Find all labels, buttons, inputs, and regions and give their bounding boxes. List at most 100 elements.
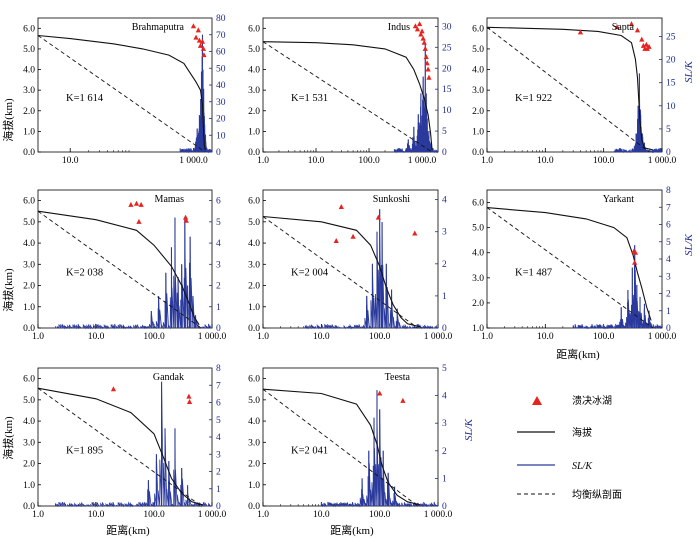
- slk-series: [179, 34, 212, 154]
- elevation-profile: [486, 26, 654, 151]
- glof-lake-marker: [639, 36, 645, 42]
- y2-tick-label: 3: [216, 260, 221, 270]
- y2-tick-label: 0: [216, 324, 221, 334]
- y2-tick-label: 1: [666, 307, 671, 317]
- y2-tick-label: 1: [216, 485, 221, 495]
- y-tick-label: 4.0: [23, 239, 35, 249]
- y2-tick-label: 3: [442, 419, 447, 429]
- glof-lake-marker: [186, 398, 193, 404]
- y-tick-label: 3.0: [248, 260, 260, 270]
- k-value: K=1 531: [291, 93, 328, 104]
- x-tick-label: 100.0: [593, 332, 615, 342]
- y2-tick-label: 25: [666, 32, 676, 42]
- elevation-profile: [37, 34, 206, 150]
- y2-tick-label: 4: [442, 196, 447, 206]
- k-value: K=1 487: [515, 268, 552, 279]
- panel-yarkant: 1.0 2.0 3.0 4.0 5.0 6.0 0 1 2 3 4 5 6 7 8 1.0 10.0 100.0 1…: [472, 186, 676, 342]
- x-tick-label: 1.0: [257, 510, 269, 520]
- k-value: K=1 922: [515, 93, 552, 104]
- y2-tick-label: 3: [216, 450, 221, 460]
- y-axis-label-middle: 海拔(km): [1, 268, 15, 312]
- y-tick-label: 0.0: [23, 148, 35, 158]
- x-tick-label: 1.0: [257, 332, 269, 342]
- glof-lake-marker: [138, 201, 144, 207]
- y-tick-label: 4.0: [472, 249, 484, 259]
- glof-lake-marker: [424, 60, 430, 66]
- y-tick-label: 4.0: [248, 417, 260, 427]
- y-tick-label: 6.0: [23, 197, 35, 207]
- elevation-profile: [262, 388, 421, 506]
- y-axis-label-bottom: 海拔(km): [1, 416, 15, 460]
- y2-tick-label: 5: [216, 218, 221, 228]
- k-value: K=2 038: [66, 268, 103, 279]
- x-tick-label: 100.0: [369, 510, 391, 520]
- elevation-profile: [37, 387, 204, 506]
- glof-lake-marker: [643, 41, 649, 47]
- y2-tick-label: 2: [216, 468, 221, 478]
- y2-tick-label: 3: [442, 228, 447, 238]
- y2-tick-label: 1: [442, 474, 447, 484]
- y-tick-label: 6.0: [472, 24, 484, 34]
- x-axis-label-gandak: 距离(km): [106, 523, 150, 537]
- x-tick-label: 100.0: [369, 332, 391, 342]
- glof-lake-marker: [195, 27, 201, 33]
- y-tick-label: 6.0: [248, 375, 260, 385]
- glof-lake-marker: [417, 21, 423, 27]
- y2-tick-label: 0: [666, 148, 671, 158]
- y-tick-label: 1.0: [472, 324, 484, 334]
- y2-tick-label: 70: [216, 31, 226, 41]
- y2-tick-label: 3: [666, 272, 671, 282]
- y2-tick-label: 25: [442, 43, 452, 53]
- glof-lake-marker: [614, 24, 620, 30]
- glof-lake-marker: [183, 217, 189, 223]
- y-tick-label: 0.0: [248, 148, 260, 158]
- y-tick-label: 4.0: [248, 239, 260, 249]
- equilibrium-profile: [262, 41, 433, 153]
- glof-lake-marker: [196, 37, 203, 43]
- y2-tick-label: 30: [216, 98, 226, 108]
- glof-lake-marker: [136, 218, 142, 224]
- y2-tick-label: 1: [442, 292, 447, 302]
- y2-tick-label: 5: [216, 416, 221, 426]
- x-tick-label: 1.0: [32, 510, 44, 520]
- y2-tick-label: 0: [216, 502, 221, 512]
- y2-tick-label: 6: [216, 399, 221, 409]
- y2-tick-label: 7: [666, 203, 671, 213]
- y-tick-label: 2.0: [472, 299, 484, 309]
- y2-tick-label: 5: [666, 238, 671, 248]
- y-tick-label: 2.0: [23, 107, 35, 117]
- y2-tick-label: 5: [442, 364, 447, 374]
- k-value: K=1 614: [66, 93, 104, 104]
- y2-axis-label-top: SL/K: [683, 60, 695, 83]
- elevation-profile: [37, 210, 200, 326]
- y2-tick-label: 4: [442, 392, 447, 402]
- k-value: K=2 041: [291, 446, 328, 457]
- glof-lake-marker: [186, 393, 192, 399]
- k-value: K=1 895: [66, 446, 103, 457]
- river-panels: 0.01.02.03.04.05.06.00102030405060708010…: [23, 14, 676, 520]
- y2-tick-label: 4: [216, 239, 221, 249]
- y-tick-label: 2.0: [23, 282, 35, 292]
- y-tick-label: 4.0: [248, 66, 260, 76]
- y2-tick-label: 2: [216, 282, 221, 292]
- glof-lake-marker: [577, 29, 584, 35]
- river-name: Mamas: [155, 194, 185, 205]
- river-name: Brahmaputra: [132, 22, 185, 33]
- y-tick-label: 6.0: [23, 24, 35, 34]
- x-tick-label: 1.0: [32, 332, 44, 342]
- x-tick-label: 1 000.0: [408, 156, 437, 166]
- y-tick-label: 3.0: [23, 86, 35, 96]
- x-tick-label: 100.0: [143, 510, 165, 520]
- y2-tick-label: 6: [666, 221, 671, 231]
- x-tick-label: 1 000.0: [648, 156, 677, 166]
- y-tick-label: 2.0: [472, 107, 484, 117]
- x-tick-label: 1 000.0: [179, 156, 208, 166]
- y2-tick-label: 10: [216, 131, 226, 141]
- y2-tick-label: 20: [666, 56, 676, 66]
- y-axis-label-top: 海拔(km): [1, 98, 15, 142]
- y2-tick-label: 10: [666, 102, 676, 112]
